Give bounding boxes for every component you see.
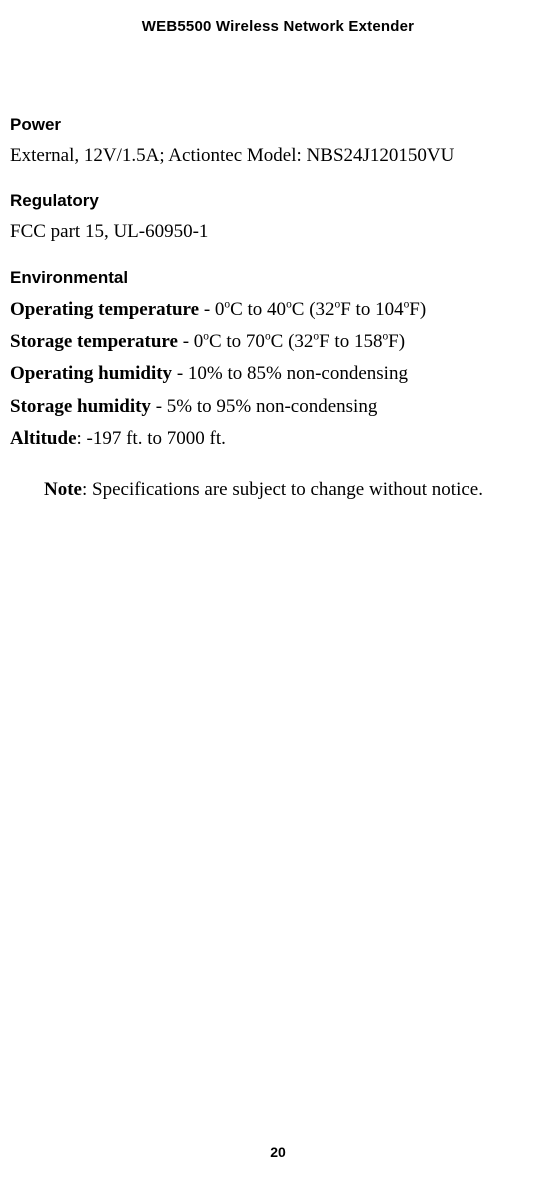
- section-body-regulatory: FCC part 15, UL-60950-1: [10, 217, 546, 247]
- spec-item: Storage temperature - 0oC to 70oC (32oF …: [10, 326, 546, 358]
- spec-value: 5% to 95% non-condensing: [167, 396, 378, 417]
- spec-item: Storage humidity - 5% to 95% non-condens…: [10, 391, 546, 423]
- spec-label: Altitude: [10, 428, 77, 449]
- note-text: Specifications are subject to change wit…: [92, 479, 483, 500]
- note-sep: :: [82, 479, 92, 500]
- spec-sep: :: [77, 428, 87, 449]
- environmental-spec-list: Operating temperature - 0oC to 40oC (32o…: [10, 294, 546, 455]
- spec-label: Storage temperature: [10, 331, 178, 352]
- spec-item: Operating humidity - 10% to 85% non-cond…: [10, 358, 546, 390]
- spec-value: 0oC to 40oC (32oF to 104oF): [215, 299, 426, 320]
- spec-label: Operating humidity: [10, 363, 172, 384]
- spec-sep: -: [151, 396, 167, 417]
- section-heading-environmental: Environmental: [10, 268, 546, 288]
- spec-sep: -: [172, 363, 188, 384]
- spec-value: -197 ft. to 7000 ft.: [87, 428, 226, 449]
- spec-sep: -: [178, 331, 194, 352]
- spec-value: 0oC to 70oC (32oF to 158oF): [194, 331, 405, 352]
- spec-label: Storage humidity: [10, 396, 151, 417]
- spec-sep: -: [199, 299, 215, 320]
- page-number: 20: [0, 1144, 556, 1160]
- document-title: WEB5500 Wireless Network Extender: [10, 18, 546, 35]
- note-label: Note: [44, 479, 82, 500]
- section-heading-power: Power: [10, 115, 546, 135]
- section-body-power: External, 12V/1.5A; Actiontec Model: NBS…: [10, 141, 546, 171]
- note: Note: Specifications are subject to chan…: [44, 475, 546, 505]
- page: WEB5500 Wireless Network Extender Power …: [0, 0, 556, 1180]
- spec-item: Altitude: -197 ft. to 7000 ft.: [10, 423, 546, 455]
- section-heading-regulatory: Regulatory: [10, 191, 546, 211]
- spec-label: Operating temperature: [10, 299, 199, 320]
- spec-item: Operating temperature - 0oC to 40oC (32o…: [10, 294, 546, 326]
- spec-value: 10% to 85% non-condensing: [188, 363, 408, 384]
